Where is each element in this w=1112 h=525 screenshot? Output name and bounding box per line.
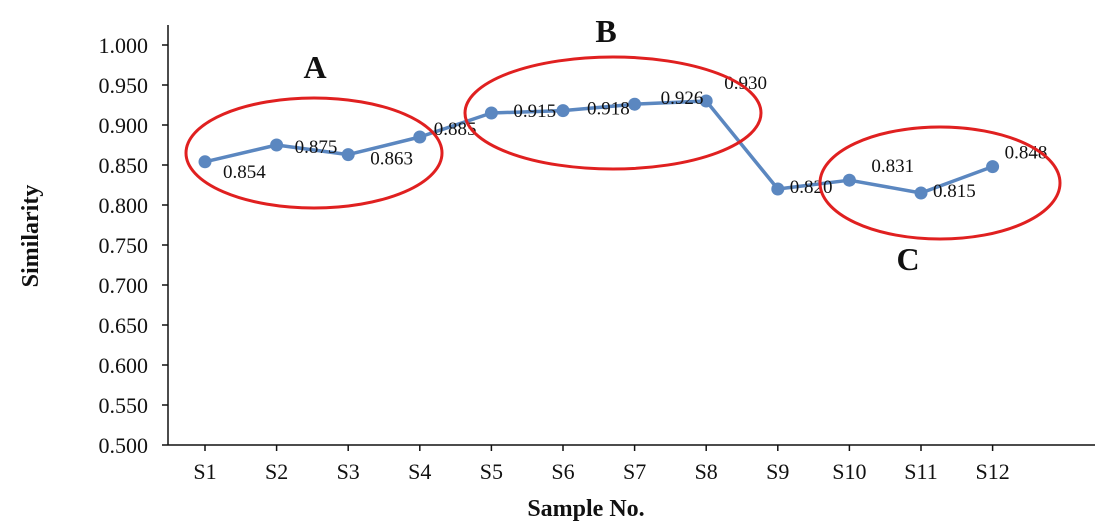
y-tick-label: 0.700 <box>99 273 149 298</box>
x-tick-label: S12 <box>975 459 1009 484</box>
x-tick-label: S10 <box>832 459 866 484</box>
data-label: 0.930 <box>724 73 767 94</box>
y-tick-label: 0.550 <box>99 393 149 418</box>
data-point <box>914 186 928 200</box>
y-tick-label: 0.750 <box>99 233 149 258</box>
data-point <box>842 173 856 187</box>
data-point <box>341 148 355 162</box>
data-label: 0.875 <box>295 137 338 158</box>
x-tick-label: S7 <box>623 459 646 484</box>
y-tick-label: 0.850 <box>99 153 149 178</box>
axes <box>167 25 1095 446</box>
group-ellipse-b <box>463 55 763 171</box>
data-point <box>198 155 212 169</box>
data-label: 0.918 <box>587 99 630 120</box>
series-line <box>204 99 994 195</box>
y-tick-label: 0.500 <box>99 433 149 458</box>
y-tick-label: 0.900 <box>99 113 149 138</box>
series-layer <box>198 94 1000 200</box>
group-label-b: B <box>595 13 616 49</box>
data-point <box>699 94 713 108</box>
y-tick-label: 0.800 <box>99 193 149 218</box>
x-tick-label: S9 <box>766 459 789 484</box>
x-ticks: S1 S2 S3 S4 S5 S6 S7 S8 S9 S10 S11 S12 <box>193 445 1010 484</box>
y-tick-label: 0.600 <box>99 353 149 378</box>
data-point <box>556 104 570 118</box>
x-tick-label: S1 <box>193 459 216 484</box>
data-point <box>413 130 427 144</box>
data-labels: 0.854 0.875 0.863 0.885 0.915 0.918 0.926 0.930… <box>223 73 1047 202</box>
data-label: 0.820 <box>790 177 833 198</box>
data-label: 0.848 <box>1005 143 1048 164</box>
x-tick-label: S4 <box>408 459 431 484</box>
y-tick-label: 0.650 <box>99 313 149 338</box>
data-point <box>270 138 284 152</box>
group-label-c: C <box>896 241 919 277</box>
group-ellipse-a <box>184 96 444 210</box>
data-label: 0.831 <box>871 156 914 177</box>
x-tick-label: S5 <box>480 459 503 484</box>
data-point <box>484 106 498 120</box>
data-label: 0.915 <box>513 101 556 122</box>
data-point <box>628 97 642 111</box>
data-label: 0.863 <box>370 149 413 170</box>
y-tick-label: 1.000 <box>99 33 149 58</box>
x-tick-label: S11 <box>904 459 937 484</box>
x-axis-title: Sample No. <box>527 496 644 522</box>
x-tick-label: S3 <box>337 459 360 484</box>
data-label: 0.926 <box>661 88 704 109</box>
group-label-a: A <box>303 49 326 85</box>
data-point <box>771 182 785 196</box>
y-ticks: 0.500 0.550 0.600 0.650 0.700 0.750 0.800 0.850… <box>99 33 168 458</box>
x-tick-label: S6 <box>551 459 574 484</box>
annotation-layer: A B C <box>184 13 1062 277</box>
y-tick-label: 0.950 <box>99 73 149 98</box>
x-tick-label: S8 <box>695 459 718 484</box>
group-ellipse-c <box>818 125 1062 241</box>
data-label: 0.885 <box>434 119 477 140</box>
x-tick-label: S2 <box>265 459 288 484</box>
data-label: 0.815 <box>933 181 976 202</box>
data-point <box>986 160 1000 174</box>
y-axis-title: Similarity <box>18 185 44 288</box>
data-label: 0.854 <box>223 162 266 183</box>
